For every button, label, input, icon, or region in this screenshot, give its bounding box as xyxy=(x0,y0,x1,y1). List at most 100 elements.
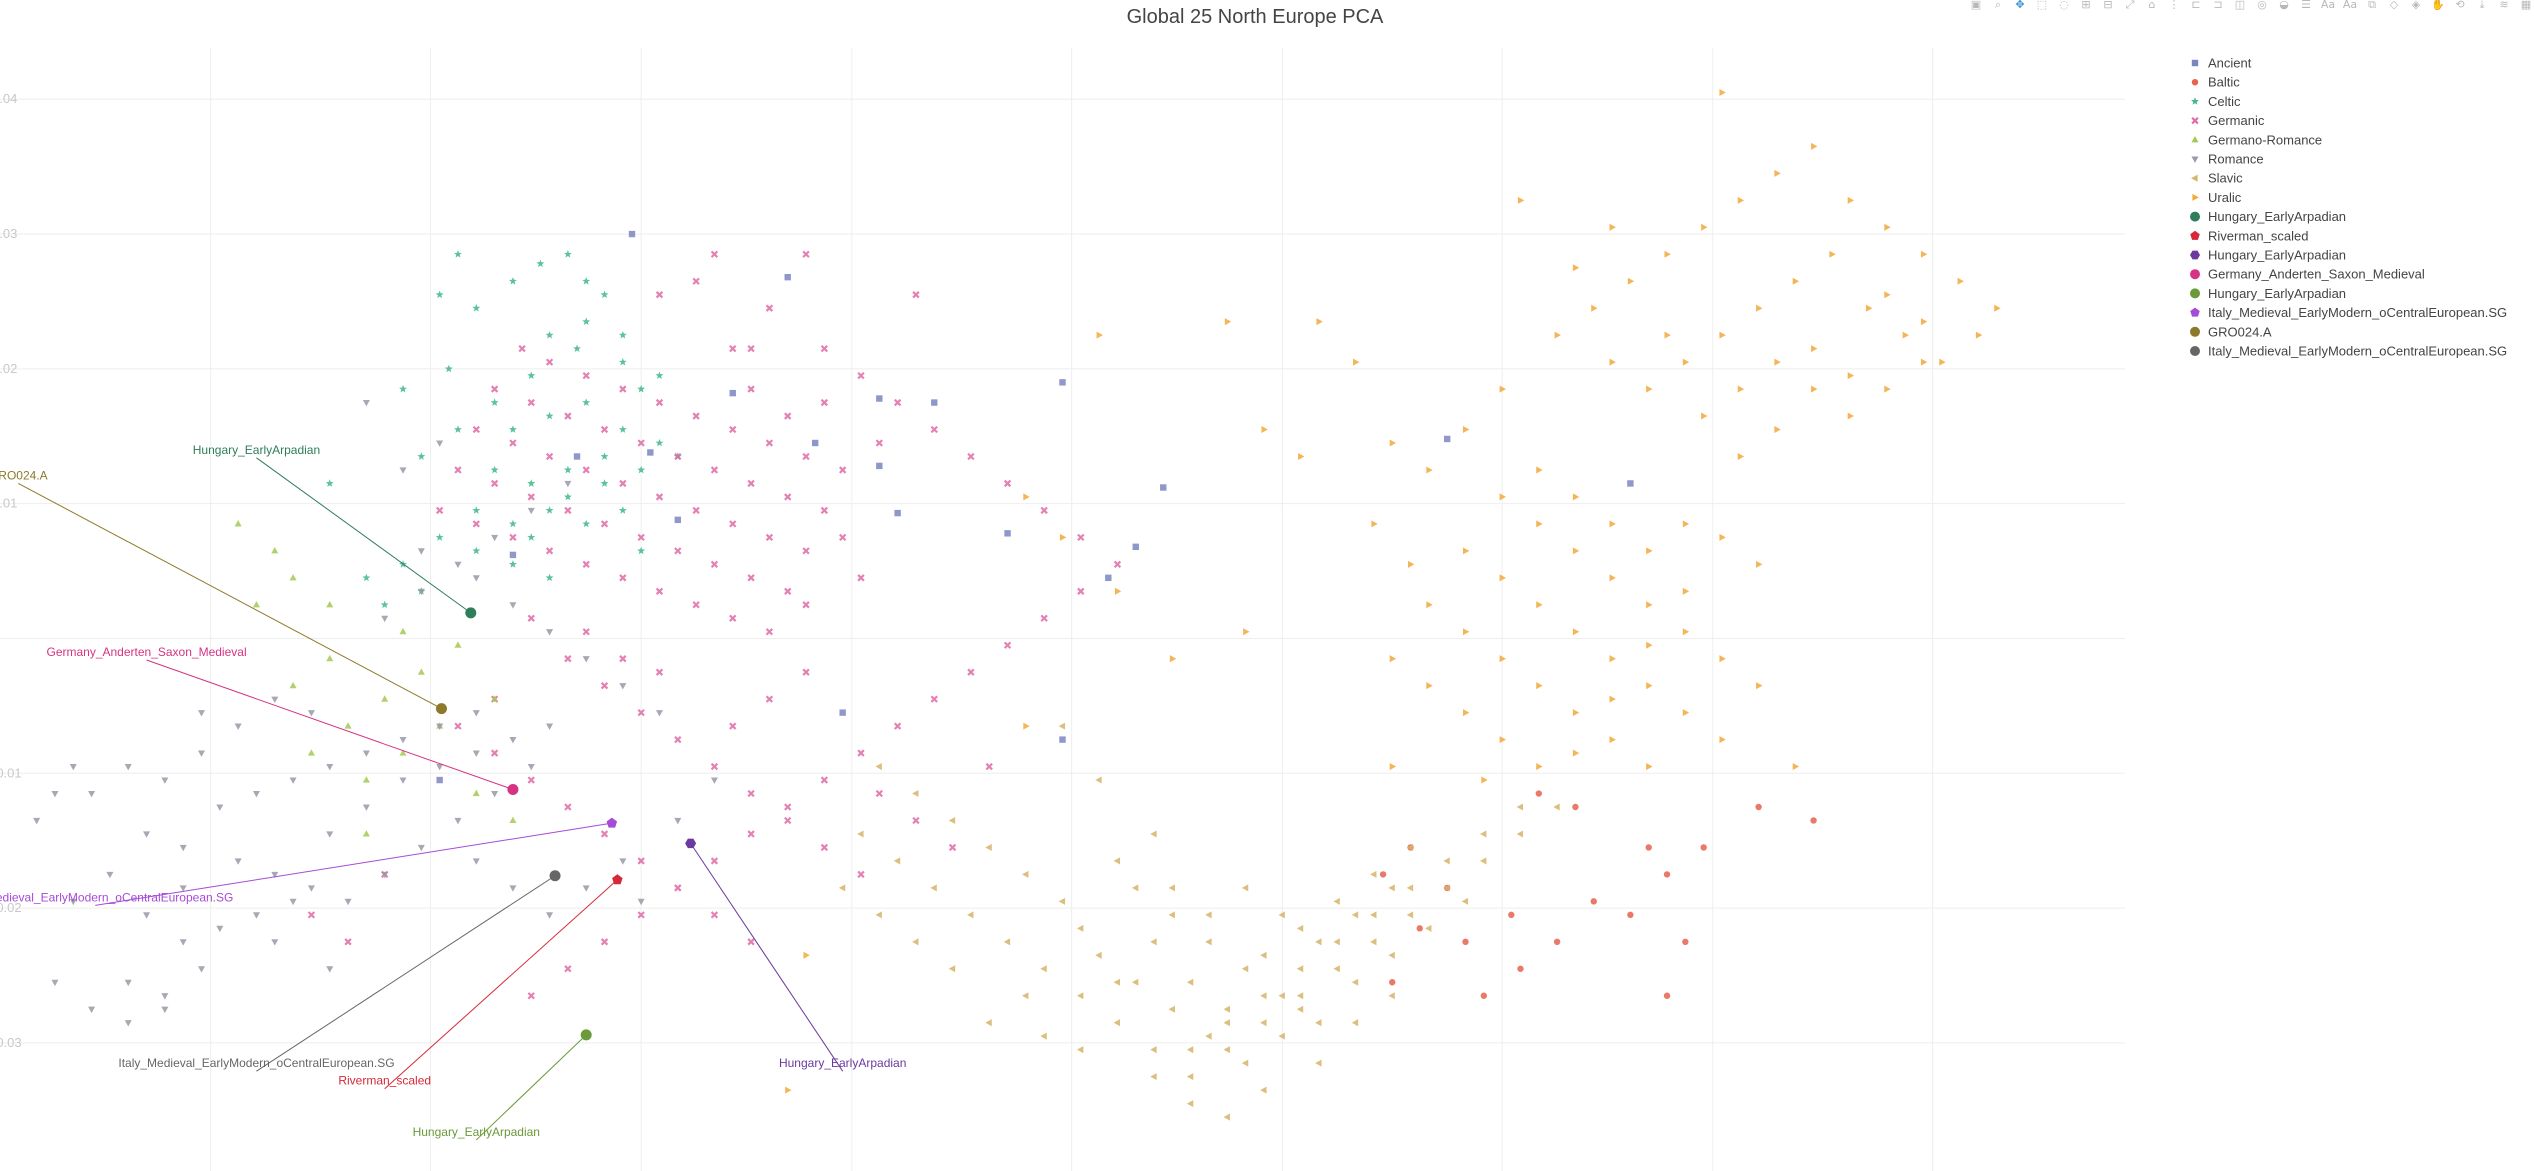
camera-icon[interactable]: ▣ xyxy=(1970,0,1982,11)
data-point xyxy=(619,479,627,488)
orbit-icon[interactable]: ◎ xyxy=(2257,0,2267,11)
data-point xyxy=(289,573,297,581)
data-point xyxy=(1572,264,1580,272)
legend-item[interactable]: GRO024.A xyxy=(2190,324,2272,339)
trace-icon[interactable]: ◈ xyxy=(2411,0,2421,11)
legend-item[interactable]: Italy_Medieval_EarlyModern_oCentralEurop… xyxy=(2190,305,2507,320)
legend[interactable]: Ancient Baltic Celtic Germanic Germano-Roman… xyxy=(2190,56,2507,359)
data-point xyxy=(527,776,535,784)
download-icon[interactable]: ⤓ xyxy=(2479,0,2485,11)
drag-icon[interactable]: ✋ xyxy=(2431,0,2445,11)
data-point xyxy=(1296,924,1304,932)
data-point xyxy=(454,250,462,258)
lasso-icon[interactable]: ◌ xyxy=(2059,0,2069,11)
data-point xyxy=(582,371,590,380)
data-point xyxy=(1370,870,1377,878)
hover-icon[interactable]: ☰ xyxy=(2301,0,2311,11)
data-point xyxy=(1113,978,1121,986)
legend-marker xyxy=(2190,288,2200,299)
data-point xyxy=(710,911,719,919)
highlighted-samples[interactable] xyxy=(435,607,697,1041)
autoscale-icon[interactable]: ⤢ xyxy=(2125,0,2135,11)
data-point xyxy=(1829,250,1836,258)
data-point xyxy=(472,425,480,434)
data-point xyxy=(948,843,957,852)
layers-icon[interactable]: ⧉ xyxy=(2368,0,2376,11)
spike-icon[interactable]: ⋮ xyxy=(2168,0,2180,11)
data-point xyxy=(1737,196,1745,204)
data-point xyxy=(710,762,719,771)
legend-item[interactable]: Germano-Romance xyxy=(2191,132,2322,147)
data-point xyxy=(307,749,315,756)
data-point xyxy=(710,777,718,784)
legend-item[interactable]: Hungary_EarlyArpadian xyxy=(2190,248,2346,263)
data-point xyxy=(1774,169,1781,177)
compare-icon[interactable]: ⊏ xyxy=(2191,0,2201,11)
shape-icon[interactable]: ◇ xyxy=(2389,0,2399,11)
data-point xyxy=(289,898,297,906)
data-point xyxy=(161,993,169,1000)
data-point xyxy=(912,790,919,798)
data-point xyxy=(1406,843,1414,851)
zoom-in-icon[interactable]: ⊞ xyxy=(2081,0,2091,11)
pan-icon[interactable]: ✥ xyxy=(2015,0,2025,11)
legend-item[interactable]: Ancient xyxy=(2191,56,2252,71)
data-point xyxy=(875,789,883,798)
legend-item[interactable]: Uralic xyxy=(2192,190,2242,205)
legend-item[interactable]: Celtic xyxy=(2191,94,2241,109)
legend-item[interactable]: Slavic xyxy=(2191,171,2243,186)
data-point xyxy=(1379,871,1387,878)
legend-item[interactable]: Romance xyxy=(2191,152,2264,167)
data-point xyxy=(69,898,77,906)
data-point xyxy=(326,600,334,608)
data-point xyxy=(509,816,517,824)
data-point xyxy=(802,547,810,555)
zoom-out-icon[interactable]: ⊟ xyxy=(2103,0,2113,11)
legend-item[interactable]: Hungary_EarlyArpadian xyxy=(2190,209,2346,224)
legend-item[interactable]: Riverman_scaled xyxy=(2190,228,2308,243)
data-point xyxy=(564,803,572,811)
reset-icon[interactable]: ⟲ xyxy=(2455,0,2465,11)
legend-item[interactable]: Hungary_EarlyArpadian xyxy=(2190,286,2346,301)
data-point xyxy=(655,493,664,501)
y-tick-label: -0.01 xyxy=(0,765,22,780)
data-point xyxy=(1719,533,1726,541)
stack-icon[interactable]: ≋ xyxy=(2499,0,2509,11)
highlighted-sample-marker xyxy=(612,874,623,885)
data-point xyxy=(692,412,700,420)
legend-item[interactable]: Germanic xyxy=(2191,113,2265,128)
data-point xyxy=(1847,412,1855,420)
data-point xyxy=(1353,358,1360,366)
legend-item[interactable]: Italy_Medieval_EarlyModern_oCentralEurop… xyxy=(2190,344,2507,359)
text-icon[interactable]: Aa xyxy=(2320,0,2336,11)
toggle-3d-icon[interactable]: ◫ xyxy=(2234,0,2246,11)
data-point xyxy=(381,871,389,879)
closest-icon[interactable]: ⊐ xyxy=(2213,0,2223,11)
data-point xyxy=(1609,655,1616,663)
data-point xyxy=(600,452,609,460)
data-point xyxy=(1040,965,1047,973)
turntable-icon[interactable]: ◒ xyxy=(2279,0,2289,11)
data-point xyxy=(1865,304,1873,312)
data-point xyxy=(1278,1032,1285,1040)
zoom-icon[interactable]: ⌕ xyxy=(1994,0,2002,11)
data-point xyxy=(1774,358,1781,366)
data-point xyxy=(472,575,480,582)
data-point xyxy=(1186,1046,1194,1054)
data-point xyxy=(508,425,517,433)
data-point xyxy=(1416,925,1423,932)
box-select-icon[interactable]: ⬚ xyxy=(2036,0,2048,11)
legend-item[interactable]: Germany_Anderten_Saxon_Medieval xyxy=(2190,267,2425,282)
data-point xyxy=(399,627,407,635)
reset-axes-icon[interactable]: ⌂ xyxy=(2148,0,2156,11)
data-point xyxy=(1105,574,1112,582)
data-point xyxy=(289,777,297,784)
text-alt-icon[interactable]: Aa xyxy=(2342,0,2358,11)
data-point xyxy=(1388,992,1395,1000)
data-point xyxy=(747,574,755,582)
annotation-labels: Hungary_EarlyArpadian Riverman_scaled Hung… xyxy=(0,443,906,1139)
plotly-logo-icon[interactable]: ▦ xyxy=(2520,0,2532,11)
legend-label: Celtic xyxy=(2208,94,2241,109)
legend-item[interactable]: Baltic xyxy=(2191,75,2240,90)
